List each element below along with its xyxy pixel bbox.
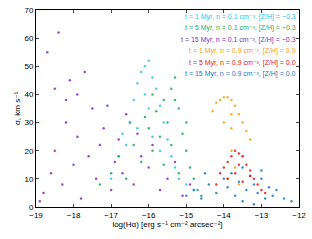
svg-text:t = 1 Myr, n = 0.1 cm⁻³, [Z/H]: t = 1 Myr, n = 0.1 cm⁻³, [Z/H] = −0.3: [185, 13, 296, 21]
svg-text:−17: −17: [104, 211, 118, 220]
svg-text:−15: −15: [180, 211, 194, 220]
svg-text:t = 15 Myr, n = 0.9 cm⁻³, [Z/H: t = 15 Myr, n = 0.9 cm⁻³, [Z/H] = 0.0: [185, 70, 296, 78]
svg-text:σ, km s⁻¹: σ, km s⁻¹: [13, 92, 22, 125]
svg-text:60: 60: [24, 34, 33, 43]
svg-text:t = 5 Myr, n = 0.9 cm⁻³, [Z/H]: t = 5 Myr, n = 0.9 cm⁻³, [Z/H] = 0.0: [189, 59, 296, 67]
svg-text:0: 0: [29, 203, 34, 212]
svg-text:−12: −12: [292, 211, 306, 220]
svg-text:t = 15 Myr, n = 0.1 cm⁻³, [Z/H: t = 15 Myr, n = 0.1 cm⁻³, [Z/H] = −0.3: [181, 36, 296, 44]
svg-text:40: 40: [24, 90, 33, 99]
svg-text:−13: −13: [255, 211, 269, 220]
svg-text:−14: −14: [217, 211, 231, 220]
svg-text:log(Hα) [erg s⁻¹ cm⁻² arcsec⁻²: log(Hα) [erg s⁻¹ cm⁻² arcsec⁻²]: [112, 220, 222, 229]
svg-text:20: 20: [24, 147, 33, 156]
svg-text:30: 30: [24, 118, 33, 127]
svg-text:−19: −19: [29, 211, 43, 220]
svg-text:−16: −16: [142, 211, 156, 220]
svg-text:50: 50: [24, 62, 33, 71]
svg-text:−18: −18: [67, 211, 81, 220]
svg-text:t = 1 Myr, n = 0.9 cm⁻³, [Z/H]: t = 1 Myr, n = 0.9 cm⁻³, [Z/H] = 0.0: [189, 47, 296, 55]
svg-text:70: 70: [24, 6, 33, 15]
svg-text:10: 10: [24, 175, 33, 184]
svg-text:t = 5 Myr, n = 0.1 cm⁻³, [Z/H]: t = 5 Myr, n = 0.1 cm⁻³, [Z/H] = −0.3: [185, 24, 296, 32]
